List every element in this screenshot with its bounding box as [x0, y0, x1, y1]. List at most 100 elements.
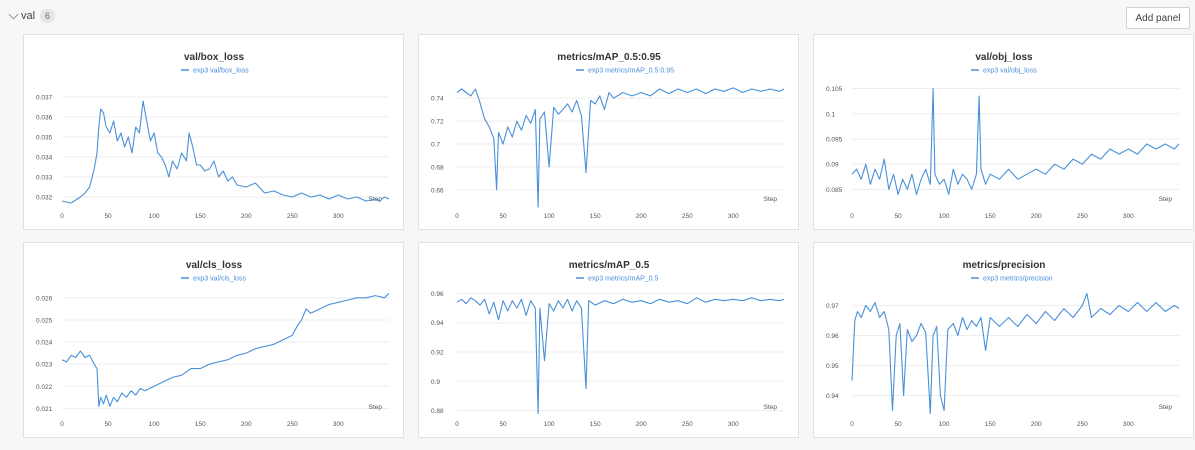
series-line — [61, 293, 390, 407]
chart-title: metrics/mAP_0.5 — [569, 260, 650, 271]
y-tick-label: 0.94 — [826, 393, 839, 400]
x-tick-label: 250 — [1077, 421, 1088, 428]
y-tick-label: 0.021 — [36, 406, 53, 413]
x-axis-label: Step — [369, 404, 383, 411]
x-tick-label: 50 — [894, 213, 902, 220]
y-tick-label: 0.034 — [36, 155, 53, 162]
y-tick-label: 0.026 — [36, 295, 53, 302]
y-tick-label: 0.023 — [36, 362, 53, 369]
y-tick-label: 0.66 — [431, 187, 444, 194]
x-tick-label: 0 — [60, 213, 64, 220]
y-tick-label: 0.68 — [431, 164, 444, 171]
x-tick-label: 150 — [985, 421, 996, 428]
x-tick-label: 200 — [636, 213, 647, 220]
x-tick-label: 250 — [682, 421, 693, 428]
x-tick-label: 50 — [499, 421, 507, 428]
y-tick-label: 0.74 — [431, 96, 444, 103]
x-axis-label: Step — [1159, 404, 1173, 411]
chart-title: metrics/precision — [963, 260, 1046, 271]
x-axis-label: Step — [764, 404, 778, 411]
x-tick-label: 200 — [241, 213, 252, 220]
y-tick-label: 0.92 — [431, 350, 444, 357]
chart-panel-val-box-loss[interactable]: val/box_loss exp3 val/box_loss 0.032 0.033 0… — [23, 34, 404, 230]
legend-label: exp3 metrics/precision — [983, 276, 1053, 283]
add-panel-button[interactable]: Add panel — [1126, 7, 1190, 29]
x-tick-label: 200 — [1031, 421, 1042, 428]
y-tick-label: 0.1 — [826, 111, 835, 118]
chart-svg: val/obj_loss exp3 val/obj_loss 0.085 0.09 0.… — [826, 52, 1180, 220]
chart-svg: metrics/mAP_0.5:0.95 exp3 metrics/mAP_0.5… — [431, 52, 785, 220]
x-tick-label: 300 — [333, 213, 344, 220]
chart-svg: val/cls_loss exp3 val/cls_loss 0.021 0.022 0… — [36, 260, 390, 428]
chart-panel-val-cls-loss[interactable]: val/cls_loss exp3 val/cls_loss 0.021 0.022 0… — [23, 242, 404, 438]
x-tick-label: 300 — [728, 421, 739, 428]
y-tick-label: 0.105 — [826, 86, 843, 93]
series-line — [851, 88, 1180, 195]
chart-panel-val-obj-loss[interactable]: val/obj_loss exp3 val/obj_loss 0.085 0.09 0.… — [813, 34, 1194, 230]
x-tick-label: 300 — [1123, 421, 1134, 428]
y-tick-label: 0.024 — [36, 340, 53, 347]
x-axis-label: Step — [764, 196, 778, 203]
y-tick-label: 0.095 — [826, 136, 843, 143]
x-tick-label: 100 — [939, 213, 950, 220]
y-tick-label: 0.022 — [36, 384, 53, 391]
y-tick-label: 0.96 — [826, 333, 839, 340]
series-line — [61, 100, 390, 204]
chevron-down-icon[interactable] — [8, 9, 19, 20]
x-tick-label: 300 — [728, 213, 739, 220]
section-header: val 6 Add panel — [0, 0, 1195, 30]
x-tick-label: 0 — [850, 421, 854, 428]
y-tick-label: 0.9 — [431, 379, 440, 386]
series-line — [456, 87, 785, 208]
legend-label: exp3 val/cls_loss — [193, 276, 246, 283]
y-tick-label: 0.97 — [826, 303, 839, 310]
legend-label: exp3 metrics/mAP_0.5 — [588, 276, 659, 283]
x-tick-label: 100 — [544, 421, 555, 428]
legend-label: exp3 val/box_loss — [193, 68, 249, 75]
y-tick-label: 0.025 — [36, 317, 53, 324]
x-tick-label: 0 — [455, 421, 459, 428]
x-tick-label: 300 — [333, 421, 344, 428]
x-tick-label: 250 — [1077, 213, 1088, 220]
x-tick-label: 100 — [939, 421, 950, 428]
chart-panel-map-0-5[interactable]: metrics/mAP_0.5 exp3 metrics/mAP_0.5 0.88 0… — [418, 242, 799, 438]
chart-title: val/obj_loss — [975, 52, 1033, 63]
y-tick-label: 0.95 — [826, 363, 839, 370]
x-tick-label: 50 — [104, 213, 112, 220]
y-tick-label: 0.035 — [36, 135, 53, 142]
x-tick-label: 0 — [850, 213, 854, 220]
x-tick-label: 300 — [1123, 213, 1134, 220]
y-tick-label: 0.88 — [431, 408, 444, 415]
x-tick-label: 0 — [60, 421, 64, 428]
chart-svg: val/box_loss exp3 val/box_loss 0.032 0.033 0… — [36, 52, 390, 220]
x-tick-label: 250 — [287, 421, 298, 428]
y-tick-label: 0.72 — [431, 119, 444, 126]
x-tick-label: 100 — [149, 213, 160, 220]
y-tick-label: 0.7 — [431, 142, 440, 149]
y-tick-label: 0.94 — [431, 320, 444, 327]
x-tick-label: 100 — [149, 421, 160, 428]
x-tick-label: 150 — [195, 421, 206, 428]
chart-title: val/cls_loss — [186, 260, 243, 271]
chart-panel-map-0-5-0-95[interactable]: metrics/mAP_0.5:0.95 exp3 metrics/mAP_0.5… — [418, 34, 799, 230]
y-tick-label: 0.09 — [826, 162, 839, 169]
x-tick-label: 200 — [636, 421, 647, 428]
x-tick-label: 150 — [590, 213, 601, 220]
x-tick-label: 50 — [104, 421, 112, 428]
x-tick-label: 250 — [287, 213, 298, 220]
legend-label: exp3 metrics/mAP_0.5:0.95 — [588, 68, 674, 75]
series-line — [851, 292, 1180, 415]
panel-count-badge: 6 — [40, 9, 56, 23]
section-title[interactable]: val — [21, 10, 36, 22]
y-tick-label: 0.033 — [36, 175, 53, 182]
x-tick-label: 200 — [241, 421, 252, 428]
x-tick-label: 100 — [544, 213, 555, 220]
legend-label: exp3 val/obj_loss — [983, 68, 1037, 75]
x-tick-label: 250 — [682, 213, 693, 220]
chart-title: metrics/mAP_0.5:0.95 — [557, 52, 661, 63]
y-tick-label: 0.032 — [36, 195, 53, 202]
x-tick-label: 150 — [195, 213, 206, 220]
chart-svg: metrics/precision exp3 metrics/precision 0… — [826, 260, 1180, 428]
chart-panel-precision[interactable]: metrics/precision exp3 metrics/precision 0… — [813, 242, 1194, 438]
y-tick-label: 0.96 — [431, 291, 444, 298]
